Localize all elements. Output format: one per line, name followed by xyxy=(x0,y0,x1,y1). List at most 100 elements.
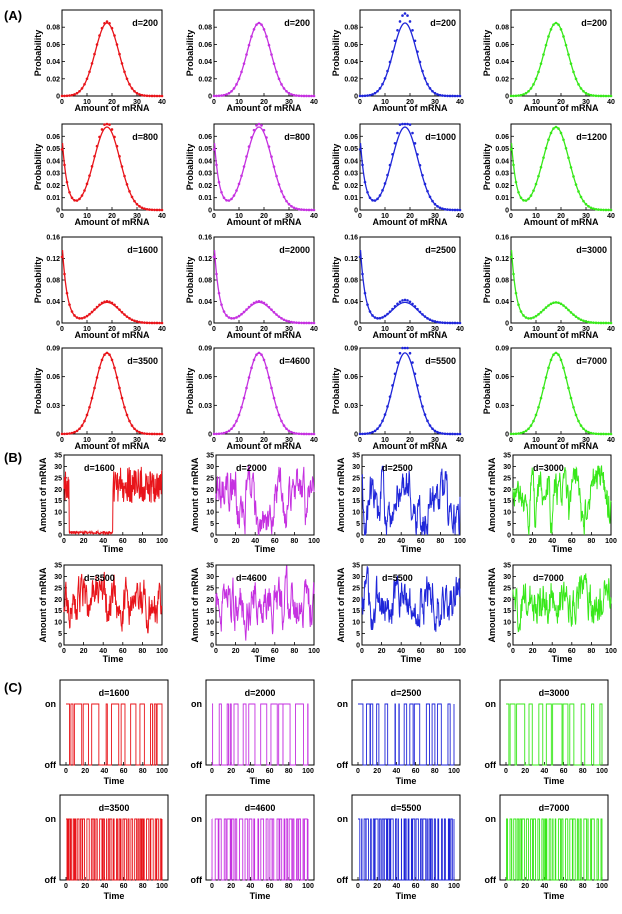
x-axis-label: Amount of mRNA xyxy=(75,217,150,227)
simulation-point xyxy=(517,94,520,97)
simulation-point xyxy=(363,291,367,295)
x-tick-label: 80 xyxy=(588,538,596,545)
simulation-point xyxy=(552,23,555,26)
y-axis-label: Probability xyxy=(33,368,43,415)
y-axis-label: Probability xyxy=(185,144,195,191)
simulation-point xyxy=(305,321,308,325)
x-tick-label: 0 xyxy=(358,437,362,444)
simulation-point xyxy=(542,156,545,159)
simulation-point xyxy=(225,93,228,96)
simulation-point xyxy=(212,94,216,98)
gene-state-subplot: 0 20 40 60 80 100 on off Time d=7000 xyxy=(485,794,609,901)
x-tick-label: 0 xyxy=(210,883,214,890)
y-tick-label: 0.08 xyxy=(198,278,212,285)
simulation-point xyxy=(250,366,253,370)
y-tick-label: 0.04 xyxy=(344,158,358,165)
x-tick-label: 30 xyxy=(285,437,293,444)
simulation-point xyxy=(295,94,298,97)
x-axis-label: Amount of mRNA xyxy=(524,441,599,451)
y-tick-label: 0 xyxy=(354,432,358,439)
x-tick-label: 100 xyxy=(596,883,608,890)
y-tick-label: 15 xyxy=(352,608,360,615)
plot-frame xyxy=(63,454,163,536)
simulation-point xyxy=(240,405,243,409)
simulation-point xyxy=(559,28,563,31)
simulation-point xyxy=(90,62,94,65)
simulation-point xyxy=(93,308,96,311)
x-tick-label: 40 xyxy=(247,883,255,890)
y-axis-label: Probability xyxy=(331,30,341,77)
simulation-point xyxy=(155,208,159,212)
y-axis-label: Amount of mRNA xyxy=(336,457,346,532)
simulation-point xyxy=(539,396,543,400)
parameter-label: d=2000 xyxy=(279,245,310,255)
simulation-point xyxy=(403,12,407,15)
parameter-label: d=2500 xyxy=(425,245,456,255)
simulation-point xyxy=(113,34,116,37)
simulation-point xyxy=(602,208,605,212)
simulation-point xyxy=(537,313,540,316)
simulation-point xyxy=(215,94,218,98)
simulation-point xyxy=(297,432,301,436)
simulation-point xyxy=(557,127,560,130)
simulation-point xyxy=(85,77,89,81)
x-tick-label: 60 xyxy=(271,538,279,545)
simulation-point xyxy=(108,123,111,126)
simulation-point xyxy=(549,131,553,135)
simulation-point xyxy=(373,429,377,433)
simulation-point xyxy=(73,198,76,202)
simulation-point xyxy=(519,431,523,435)
simulation-point xyxy=(217,180,221,184)
y-tick-label: 0 xyxy=(208,321,212,328)
simulation-point xyxy=(310,432,313,436)
simulation-point xyxy=(108,21,111,25)
x-tick-label: 0 xyxy=(358,99,362,106)
simulation-point xyxy=(549,28,553,31)
hist-subplot: 0 10 20 30 40 0 0.04 0.08 0.12 0.16 Amount of mRNA… xyxy=(185,235,318,341)
y-tick-label: 0.08 xyxy=(46,25,60,32)
simulation-point xyxy=(529,424,533,427)
x-tick-label: 40 xyxy=(101,768,109,775)
x-axis-label: Amount of mRNA xyxy=(524,217,599,227)
x-tick-label: 100 xyxy=(156,883,168,890)
x-tick-label: 100 xyxy=(605,538,617,545)
simulation-point xyxy=(433,429,437,433)
simulation-point xyxy=(70,310,74,313)
y-tick-label: 0 xyxy=(208,432,212,439)
simulation-point xyxy=(255,23,258,26)
simulation-point xyxy=(237,182,241,186)
x-axis-label: Time xyxy=(103,654,124,664)
simulation-point xyxy=(403,122,407,126)
simulation-point xyxy=(381,82,384,86)
y-tick-label-on: on xyxy=(337,699,348,709)
parameter-label: d=5500 xyxy=(382,573,413,583)
simulation-point xyxy=(247,145,251,148)
x-tick-label: 10 xyxy=(381,326,389,333)
simulation-point xyxy=(158,94,161,98)
y-axis-label: Probability xyxy=(482,144,492,191)
x-tick-label: 100 xyxy=(454,538,466,545)
simulation-point xyxy=(559,358,563,362)
x-tick-label: 10 xyxy=(235,437,243,444)
simulation-point xyxy=(247,43,251,47)
simulation-point xyxy=(421,173,424,177)
simulation-point xyxy=(145,321,149,325)
simulation-point xyxy=(75,316,79,319)
simulation-point xyxy=(393,141,397,145)
simulation-point xyxy=(272,165,276,168)
simulation-point xyxy=(572,175,575,178)
simulation-point xyxy=(245,155,248,158)
simulation-point xyxy=(547,366,550,370)
simulation-point xyxy=(458,94,462,98)
simulation-point xyxy=(368,310,372,313)
y-tick-label: 0.09 xyxy=(344,346,358,353)
simulation-point xyxy=(222,93,226,97)
simulation-point xyxy=(267,305,271,309)
simulation-point xyxy=(90,396,94,400)
y-tick-label: 35 xyxy=(54,453,62,460)
simulation-point xyxy=(88,174,91,177)
simulation-point xyxy=(582,199,585,203)
parameter-label: d=4600 xyxy=(279,356,310,366)
simulation-point xyxy=(406,14,409,17)
x-tick-label: 100 xyxy=(308,538,320,545)
